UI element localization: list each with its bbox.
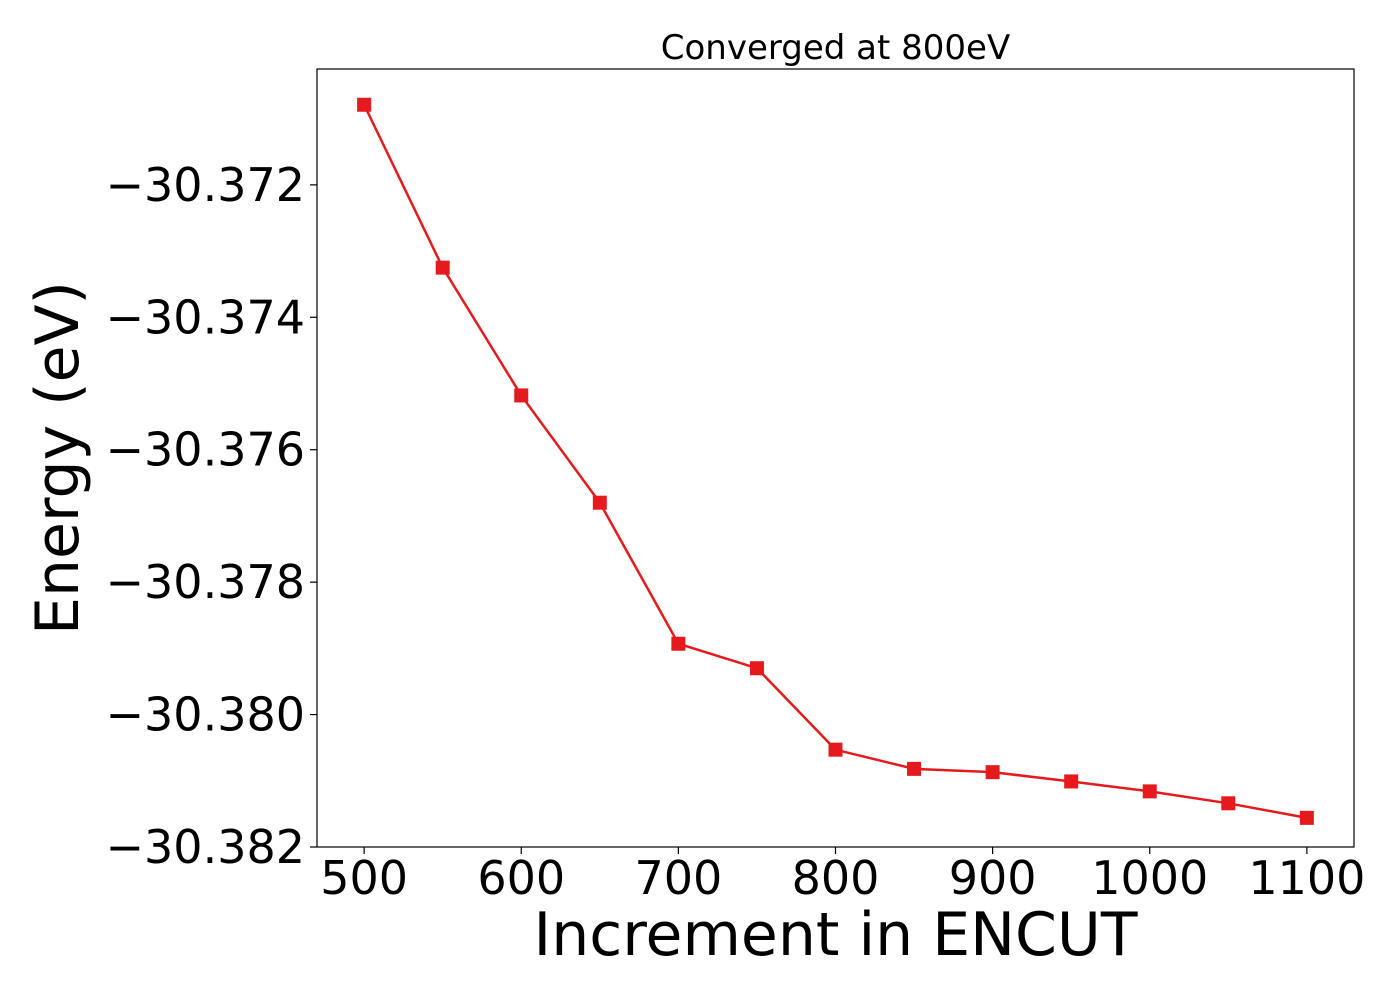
- series-layer: [357, 97, 1314, 825]
- y-tick-label: −30.382: [106, 820, 306, 874]
- data-point: [671, 636, 686, 651]
- data-point: [357, 97, 372, 112]
- y-tick-label: −30.376: [106, 423, 306, 477]
- x-tick-label: 600: [477, 851, 565, 905]
- data-point: [435, 260, 450, 275]
- data-point: [1221, 796, 1236, 811]
- chart-title: Converged at 800eV: [661, 28, 1010, 68]
- x-axis-label: Increment in ENCUT: [534, 900, 1138, 970]
- data-point: [749, 661, 764, 676]
- data-point: [907, 761, 922, 776]
- x-axis: 500 600 700 800 900 1000 1100: [320, 847, 1365, 905]
- data-point: [828, 742, 843, 757]
- data-point: [985, 765, 1000, 780]
- y-tick-label: −30.374: [106, 290, 306, 344]
- data-point: [1299, 810, 1314, 825]
- data-point: [592, 495, 607, 510]
- y-tick-label: −30.378: [106, 555, 306, 609]
- x-tick-label: 500: [320, 851, 408, 905]
- y-tick-label: −30.380: [106, 688, 306, 742]
- y-axis-label: Energy (eV): [23, 281, 93, 635]
- y-tick-label: −30.372: [106, 158, 306, 212]
- plot-area: [316, 68, 1355, 848]
- series-line: [363, 104, 1308, 820]
- data-point: [514, 388, 529, 403]
- data-point: [1142, 784, 1157, 799]
- x-tick-label: 900: [949, 851, 1037, 905]
- x-tick-label: 1100: [1248, 851, 1365, 905]
- x-tick-label: 700: [634, 851, 722, 905]
- x-tick-label: 1000: [1091, 851, 1208, 905]
- y-axis: −30.372 −30.374 −30.376 −30.378 −30.380 −30.3…: [106, 158, 317, 874]
- data-point: [1064, 774, 1079, 789]
- x-tick-label: 800: [792, 851, 880, 905]
